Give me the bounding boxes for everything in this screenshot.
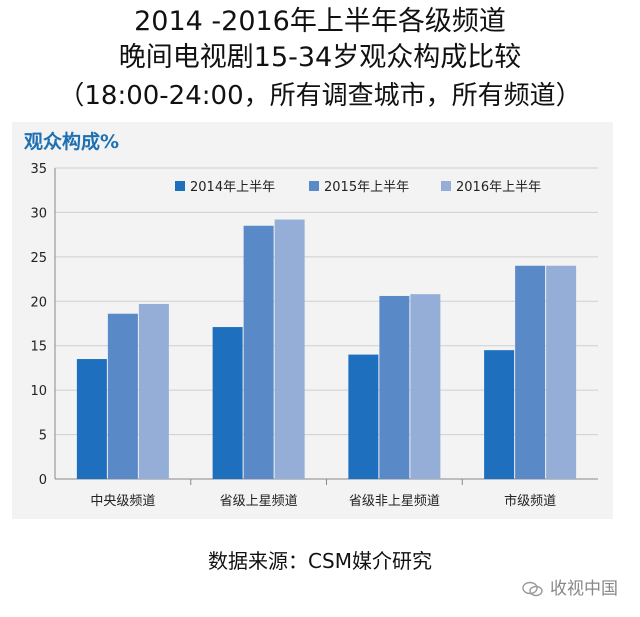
legend-label: 2016年上半年 bbox=[456, 180, 541, 195]
x-category-label: 市级频道 bbox=[504, 493, 556, 509]
y-tick-label: 30 bbox=[30, 206, 47, 221]
chart-panel: 观众构成% 0 5 10 15 20 25 30 35 中央级频道 省级上星频道 省级非上星频道 市级频… bbox=[12, 122, 613, 519]
bar bbox=[515, 265, 546, 479]
legend-label: 2014年上半年 bbox=[190, 180, 275, 195]
bar bbox=[212, 327, 243, 479]
bar bbox=[410, 294, 441, 479]
y-tick-label: 0 bbox=[39, 473, 47, 488]
legend-swatch bbox=[441, 181, 451, 191]
watermark: 收视中国 bbox=[522, 574, 618, 599]
y-tick-label: 15 bbox=[30, 340, 47, 355]
y-tick-label: 25 bbox=[30, 251, 47, 266]
y-axis-label: 观众构成% bbox=[24, 130, 119, 153]
x-category-label: 中央级频道 bbox=[90, 494, 155, 509]
watermark-text: 收视中国 bbox=[550, 579, 618, 599]
y-tick-label: 10 bbox=[30, 384, 47, 399]
y-tick-label: 35 bbox=[30, 162, 47, 177]
bar bbox=[379, 295, 410, 479]
bar bbox=[484, 350, 515, 479]
legend-swatch bbox=[175, 181, 185, 191]
bar bbox=[546, 265, 577, 479]
bar bbox=[274, 219, 305, 479]
chart-title-line-3: （18:00-24:00，所有调查城市，所有频道） bbox=[58, 81, 582, 111]
bar bbox=[348, 354, 379, 479]
bar bbox=[76, 359, 107, 479]
y-tick-label: 20 bbox=[30, 295, 47, 310]
legend-swatch bbox=[309, 181, 319, 191]
legend-label: 2015年上半年 bbox=[324, 180, 409, 195]
bar bbox=[243, 225, 274, 479]
y-tick-label: 5 bbox=[39, 429, 47, 444]
wechat-icon bbox=[522, 581, 543, 597]
data-source-note: 数据来源：CSM媒介研究 bbox=[208, 549, 432, 573]
chart-title-line-1: 2014 -2016年上半年各级频道 bbox=[134, 6, 506, 37]
bar-chart: 观众构成% 0 5 10 15 20 25 30 35 中央级频道 省级上星频道 省级非上星频道 市级频… bbox=[24, 130, 598, 509]
bar bbox=[107, 313, 138, 479]
x-category-label: 省级非上星频道 bbox=[349, 494, 440, 509]
x-category-label: 省级上星频道 bbox=[220, 494, 298, 509]
chart-title-line-2: 晚间电视剧15-34岁观众构成比较 bbox=[118, 42, 522, 73]
bar bbox=[138, 303, 169, 479]
